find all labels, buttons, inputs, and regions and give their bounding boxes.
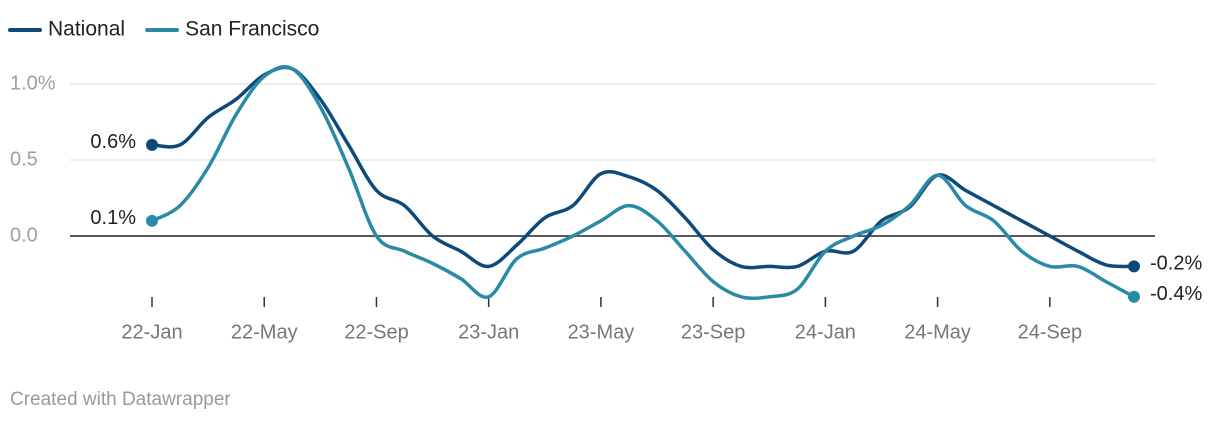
value-label: -0.4% [1150,283,1202,305]
end-dot [146,214,158,227]
footer: Created with Datawrapper [10,389,231,410]
line [151,65,1135,270]
x-tick-label: 24-Jan [795,321,856,343]
value-label: 0.6% [90,131,136,153]
x-tick-label: 23-Jan [458,321,519,343]
value-label: -0.2% [1150,253,1202,275]
x-tick-label: 24-May [904,321,971,343]
end-dot [1128,260,1140,273]
x-tick-label: 22-May [231,321,298,343]
x-tick-label: 22-Jan [121,321,182,343]
legend-label: San Francisco [185,18,319,41]
value-label: 0.1% [90,207,136,229]
y-tick-label: 0.0 [10,224,38,246]
x-tick-label: 22-Sep [344,321,409,343]
x-tick-label: 23-May [568,321,635,343]
end-dot [1128,290,1140,303]
x-tick-label: 24-Sep [1018,321,1083,343]
y-tick-label: 1.0% [10,72,56,94]
legend-label: National [48,18,125,41]
end-dot [146,138,158,151]
x-tick-label: 23-Sep [681,321,746,343]
y-tick-label: 0.5 [10,148,38,170]
line [151,65,1135,300]
